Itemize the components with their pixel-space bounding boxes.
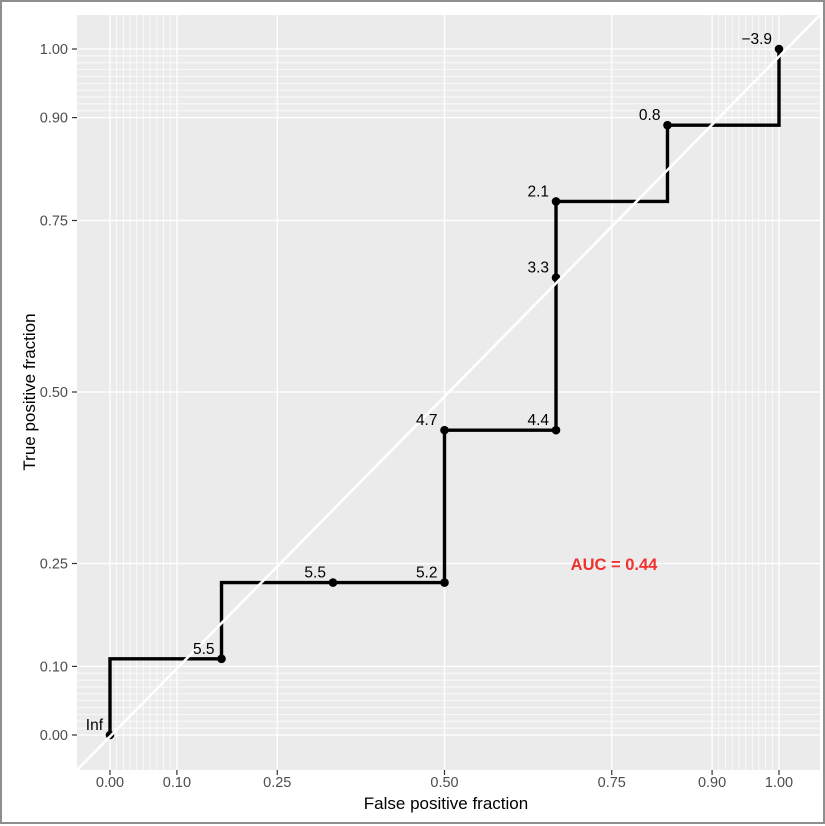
cutoff-label: 5.5 [193, 641, 215, 658]
roc-point [328, 578, 338, 587]
y-tick-label: 0.25 [40, 557, 68, 573]
cutoff-label: 2.1 [527, 183, 549, 200]
roc-point [774, 44, 784, 54]
chance-diagonal [76, 14, 821, 771]
y-tick-label: 0.75 [40, 214, 68, 230]
x-tick-label: 0.75 [598, 775, 626, 791]
roc-curve [108, 49, 781, 735]
cutoff-label: 5.2 [416, 565, 438, 582]
roc-point [663, 120, 672, 130]
cutoff-label: 4.4 [527, 412, 549, 429]
x-tick-label: 0.50 [430, 775, 458, 791]
x-tick-label: 0.90 [698, 775, 726, 791]
cutoff-label: 0.8 [639, 107, 661, 124]
x-tick-label: 0.25 [263, 775, 291, 791]
y-axis-title: True positive fraction [20, 313, 39, 470]
x-axis-title: False positive fraction [364, 794, 528, 813]
y-tick-label: 0.10 [40, 659, 68, 675]
roc-point [551, 425, 561, 435]
cutoff-label: −3.9 [741, 31, 772, 48]
cutoff-label: 4.7 [416, 412, 438, 429]
y-tick-label: 1.00 [40, 42, 68, 58]
x-tick-label: 0.00 [96, 775, 124, 791]
y-tick-label: 0.90 [40, 111, 68, 127]
cutoff-label: 3.3 [527, 260, 549, 277]
cutoff-label: 5.5 [304, 565, 326, 582]
x-tick-label: 1.00 [765, 775, 793, 791]
roc-point [440, 578, 449, 587]
roc-point [217, 654, 226, 664]
y-tick-label: 0.50 [40, 385, 68, 401]
auc-annotation: AUC = 0.44 [571, 556, 658, 574]
y-tick-label: 0.00 [40, 728, 68, 744]
x-tick-label: 0.10 [163, 775, 191, 791]
roc-point [440, 425, 449, 435]
cutoff-label: Inf [86, 717, 104, 734]
roc-point [551, 197, 561, 206]
